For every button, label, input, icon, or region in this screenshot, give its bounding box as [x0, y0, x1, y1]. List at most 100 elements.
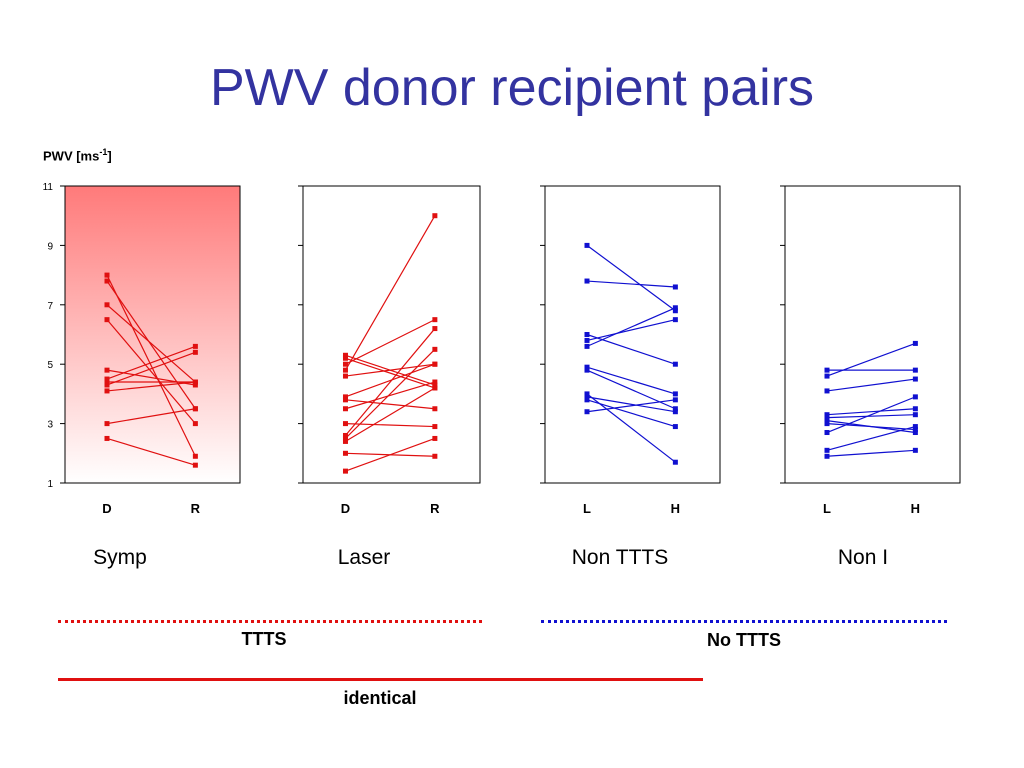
data-point	[104, 435, 110, 441]
data-point	[432, 326, 438, 332]
pair-line	[345, 348, 436, 439]
pair-line	[106, 381, 196, 392]
data-point	[912, 340, 918, 346]
pair-line	[826, 449, 916, 457]
data-point	[824, 453, 830, 459]
pair-line	[586, 319, 676, 342]
pair-line	[344, 215, 436, 371]
y-tick-label: 5	[47, 360, 53, 371]
y-tick-label: 1	[47, 479, 53, 490]
data-point	[672, 406, 678, 412]
group-label-symp: Symp	[93, 546, 147, 569]
data-point	[104, 388, 110, 394]
pair-line	[106, 319, 196, 424]
pair-line	[345, 387, 436, 442]
pair-line	[345, 437, 436, 472]
y-axis-label-close: ]	[107, 148, 112, 164]
pair-line	[586, 244, 676, 312]
data-point	[104, 379, 110, 385]
pair-line	[106, 408, 196, 425]
data-point	[342, 432, 348, 438]
y-axis-label-text: PWV [ms	[43, 148, 100, 164]
pair-line	[586, 366, 676, 395]
data-point	[824, 388, 830, 394]
data-point	[104, 421, 110, 427]
data-point	[824, 418, 830, 424]
y-tick-label: 11	[43, 182, 54, 193]
data-point	[104, 382, 110, 388]
data-point	[584, 364, 590, 370]
data-point	[342, 406, 348, 412]
data-point	[192, 349, 198, 355]
plot-frame-laser	[302, 185, 481, 484]
pair-line	[586, 280, 676, 288]
data-point	[912, 447, 918, 453]
data-point	[672, 305, 678, 311]
y-tick-label: 9	[47, 241, 53, 252]
data-point	[824, 373, 830, 379]
data-point	[342, 373, 348, 379]
data-point	[192, 382, 198, 388]
pair-line	[106, 351, 196, 386]
x-tick-label: D	[341, 501, 350, 516]
data-point	[342, 438, 348, 444]
data-point	[584, 332, 590, 337]
data-point	[824, 367, 830, 373]
data-point	[912, 376, 918, 382]
data-point	[584, 391, 590, 397]
data-point	[432, 385, 438, 391]
data-point	[432, 382, 438, 388]
x-tick-label: D	[102, 501, 111, 516]
data-point	[342, 352, 348, 358]
data-point	[342, 355, 348, 361]
data-point	[912, 430, 918, 436]
pair-line	[826, 423, 916, 431]
x-tick-label: L	[583, 501, 591, 516]
data-point	[432, 435, 438, 441]
no-ttts-bracket-line	[541, 620, 947, 623]
pair-line	[106, 280, 196, 410]
data-point	[672, 424, 678, 430]
data-point	[432, 453, 438, 459]
data-point	[912, 424, 918, 430]
data-point	[342, 394, 348, 400]
data-point	[584, 409, 590, 415]
data-point	[584, 367, 590, 373]
data-point	[192, 421, 198, 427]
data-point	[104, 278, 110, 284]
x-tick-label: L	[823, 501, 831, 516]
x-tick-label: R	[430, 501, 440, 516]
data-point	[584, 343, 590, 349]
pair-line	[586, 396, 676, 413]
pair-line	[345, 357, 436, 389]
no-ttts-bracket-label: No TTTS	[707, 630, 781, 650]
data-point	[342, 367, 348, 373]
data-point	[824, 415, 830, 421]
data-point	[672, 459, 678, 465]
pair-line	[586, 399, 676, 413]
data-point	[672, 361, 678, 367]
data-point	[192, 406, 198, 412]
pair-line	[106, 274, 196, 457]
identical-bracket-label: identical	[343, 688, 417, 708]
data-point	[104, 272, 110, 278]
pair-line	[345, 381, 436, 410]
data-point	[824, 430, 830, 436]
pair-line	[345, 363, 436, 398]
y-tick-label: 3	[47, 420, 53, 431]
pair-line	[345, 328, 436, 436]
data-point	[104, 317, 110, 323]
data-point	[584, 278, 590, 284]
data-point	[432, 406, 438, 412]
y-tick-label: 7	[47, 301, 53, 312]
data-point	[192, 453, 198, 459]
data-point	[584, 242, 590, 248]
data-point	[912, 406, 918, 412]
data-point	[104, 376, 110, 382]
pair-line	[826, 396, 916, 434]
data-point	[432, 346, 438, 352]
data-point	[672, 317, 678, 323]
x-tick-label: R	[191, 501, 201, 516]
data-point	[432, 361, 438, 367]
data-point	[432, 379, 438, 385]
